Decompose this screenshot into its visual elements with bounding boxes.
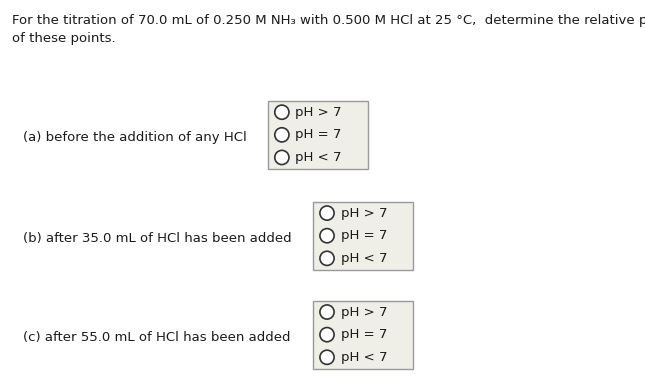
Text: pH = 7: pH = 7 [341,229,387,242]
Text: pH < 7: pH < 7 [341,351,387,364]
Text: (a) before the addition of any HCl: (a) before the addition of any HCl [23,131,246,144]
Text: pH < 7: pH < 7 [295,151,342,164]
Text: pH = 7: pH = 7 [295,128,342,141]
Text: pH > 7: pH > 7 [341,305,387,319]
Text: pH > 7: pH > 7 [341,206,387,220]
Text: of these points.: of these points. [12,32,115,45]
Text: pH = 7: pH = 7 [341,328,387,341]
Text: pH < 7: pH < 7 [341,252,387,265]
Text: For the titration of 70.0 mL of 0.250 M NH₃ with 0.500 M HCl at 25 °C,  determin: For the titration of 70.0 mL of 0.250 M … [12,14,645,27]
Text: (c) after 55.0 mL of HCl has been added: (c) after 55.0 mL of HCl has been added [23,331,290,344]
Text: (b) after 35.0 mL of HCl has been added: (b) after 35.0 mL of HCl has been added [23,232,291,245]
Text: pH > 7: pH > 7 [295,106,342,119]
